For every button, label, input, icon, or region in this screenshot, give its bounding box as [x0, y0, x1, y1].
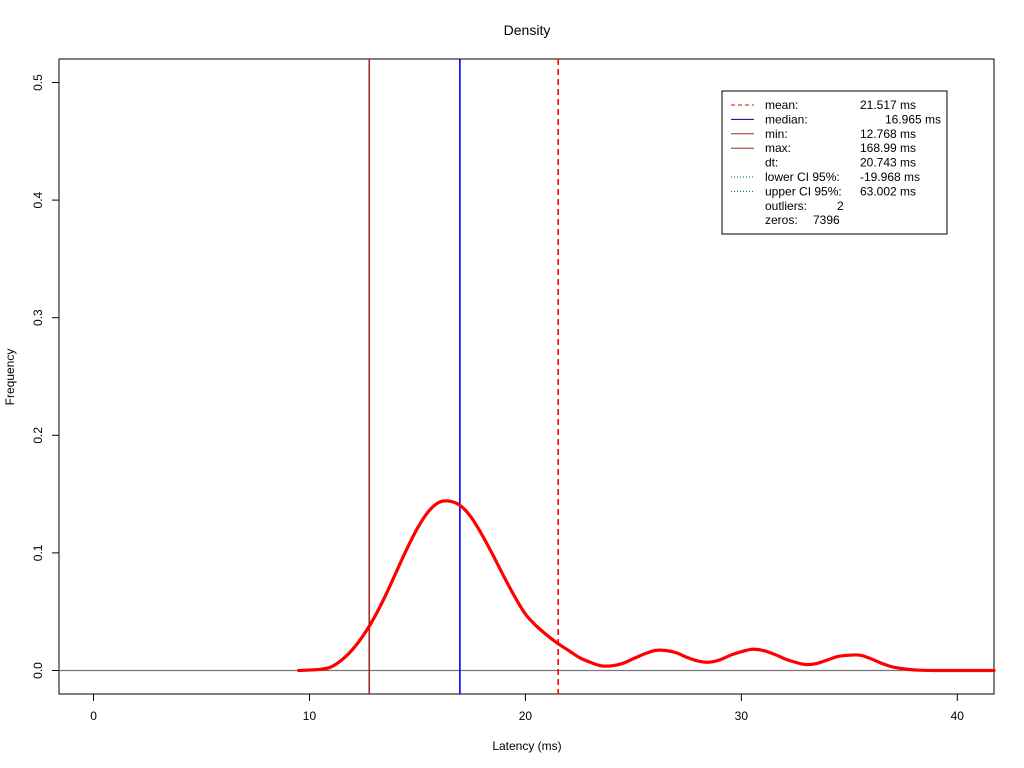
y-tick-label: 0.3: [31, 309, 45, 326]
legend-value: 21.517 ms: [860, 98, 916, 112]
legend-value: 20.743 ms: [860, 156, 916, 170]
legend-value: 12.768 ms: [860, 127, 916, 141]
y-tick-label: 0.1: [31, 544, 45, 561]
legend-value: 168.99 ms: [860, 141, 916, 155]
legend-label: upper CI 95%:: [765, 184, 842, 198]
reference-lines: [368, 59, 559, 694]
legend-box: [721, 90, 948, 235]
legend-label: dt:: [765, 156, 778, 170]
legend-label: outliers:: [765, 199, 807, 213]
legend-value: 7396: [813, 213, 840, 227]
plot-frame: [58, 58, 995, 695]
legend-value: 16.965 ms: [885, 112, 941, 126]
y-tick-label: 0.4: [31, 191, 45, 208]
density-curve: [297, 499, 996, 673]
y-axis: 0.0 0.1 0.2 0.3 0.4 0.5: [31, 74, 59, 679]
y-tick-label: 0.5: [31, 74, 45, 91]
legend-label: max:: [765, 141, 791, 155]
legend-value: 63.002 ms: [860, 184, 916, 198]
legend-value: 2: [837, 199, 844, 213]
legend-label: mean:: [765, 98, 798, 112]
x-axis-label: Latency (ms): [492, 739, 561, 753]
legend-label: lower CI 95%:: [765, 170, 840, 184]
legend-label: zeros:: [765, 213, 798, 227]
x-tick-label: 30: [735, 709, 749, 723]
y-axis-label: Frequency: [3, 349, 17, 406]
x-tick-label: 10: [303, 709, 317, 723]
x-tick-label: 40: [951, 709, 965, 723]
y-tick-label: 0.0: [31, 662, 45, 679]
x-axis: 0 10 20 30 40: [90, 694, 964, 723]
legend-label: min:: [765, 127, 788, 141]
x-tick-label: 0: [90, 709, 97, 723]
legend-label: median:: [765, 112, 808, 126]
y-tick-label: 0.2: [31, 427, 45, 444]
chart-title: Density: [504, 22, 551, 38]
legend-value: -19.968 ms: [860, 170, 920, 184]
x-tick-label: 20: [519, 709, 533, 723]
legend: mean: 21.517 ms median: 16.965 ms min: 12.768…: [721, 90, 948, 235]
